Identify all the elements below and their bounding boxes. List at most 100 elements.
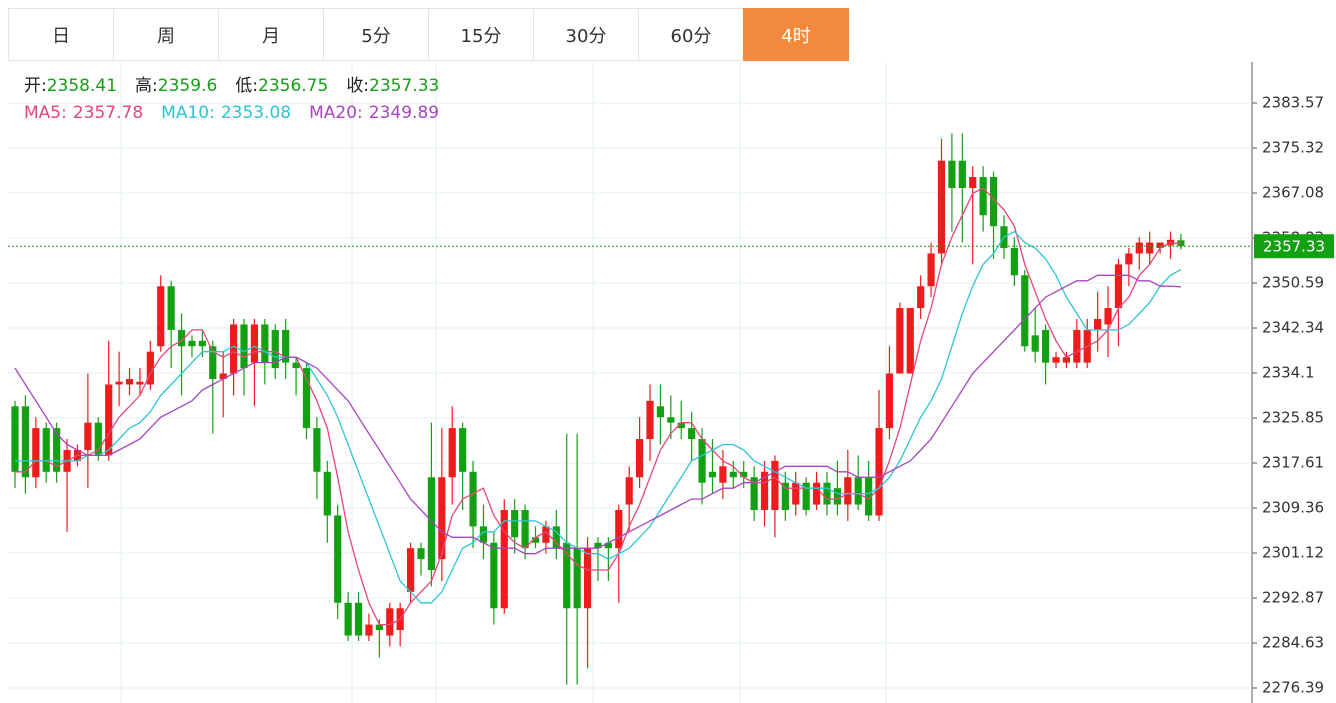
ohlc-value: 2358.41 — [47, 76, 117, 96]
candle — [1114, 258, 1123, 347]
price-tag — [1254, 234, 1334, 259]
y-tick-label: 2375.32 — [1262, 139, 1324, 157]
tab[interactable]: 月 — [218, 8, 324, 61]
candle-body — [386, 608, 394, 636]
tab[interactable]: 60分 — [638, 8, 744, 61]
candle-body — [1062, 357, 1071, 363]
candle-body — [531, 537, 540, 543]
tab[interactable]: 日 — [8, 8, 114, 61]
candle — [230, 318, 238, 396]
candle-body — [1114, 264, 1123, 309]
candle-body — [615, 510, 623, 549]
candle-body — [708, 471, 717, 478]
candle — [958, 133, 966, 243]
candle-body — [32, 428, 40, 478]
candle — [344, 591, 352, 641]
ma-header: MA5: 2357.78 MA10: 2353.08 MA20: 2349.89 — [24, 103, 439, 123]
candle-body — [833, 488, 841, 505]
candle-body — [105, 384, 113, 456]
candle-body — [1125, 253, 1133, 265]
candle-body — [1052, 357, 1060, 363]
candle-body — [865, 477, 873, 516]
candle-body — [84, 422, 92, 450]
candle-body — [417, 548, 425, 560]
candle — [125, 368, 134, 396]
candle — [740, 460, 748, 489]
tab[interactable]: 30分 — [533, 8, 639, 61]
candle-body — [854, 477, 862, 505]
candle — [865, 460, 873, 521]
candle — [438, 428, 446, 581]
candle-body — [688, 428, 696, 440]
candle-body — [636, 439, 644, 478]
candle — [1062, 351, 1071, 369]
candle-body — [667, 417, 675, 423]
candle — [177, 313, 186, 396]
candle — [365, 613, 373, 641]
candle — [1104, 286, 1112, 358]
candle-body — [1073, 329, 1081, 363]
candle — [833, 460, 841, 516]
tab[interactable]: 15分 — [428, 8, 534, 61]
candle — [594, 537, 602, 581]
candle — [313, 417, 321, 500]
candle-body — [542, 526, 550, 543]
candle — [209, 340, 217, 434]
candle — [188, 335, 196, 358]
candle-body — [656, 406, 665, 418]
candle — [1135, 237, 1143, 270]
candle — [1010, 237, 1018, 287]
candle — [1041, 324, 1050, 385]
candle — [917, 275, 925, 319]
candle-body — [21, 406, 30, 478]
candle-body — [115, 381, 123, 385]
candle-body — [677, 422, 685, 429]
ma-name: MA5: — [24, 103, 67, 123]
candle-body — [313, 428, 321, 472]
candle-body — [42, 428, 50, 472]
candle-body — [292, 362, 300, 369]
candle-body — [958, 160, 966, 188]
candle — [552, 510, 560, 560]
candle — [469, 460, 477, 549]
candle — [563, 433, 571, 685]
candle-body — [198, 340, 206, 347]
candle-body — [479, 526, 488, 543]
candle-body — [583, 548, 592, 609]
candle — [375, 619, 383, 658]
candle-body — [740, 471, 748, 478]
candle — [136, 368, 144, 396]
candle — [844, 449, 852, 521]
candle — [937, 138, 946, 265]
candle — [1052, 351, 1060, 369]
ohlc-value: 2357.33 — [369, 76, 439, 96]
candle — [292, 357, 300, 396]
candle-body — [1010, 248, 1018, 276]
candle-body — [594, 542, 602, 549]
y-tick-label: 2383.57 — [1262, 93, 1324, 111]
tab[interactable]: 4时 — [743, 8, 849, 61]
ma-name: MA10: — [161, 103, 215, 123]
candle — [396, 602, 404, 647]
candle — [636, 417, 644, 489]
tab[interactable]: 5分 — [323, 8, 429, 61]
candle — [812, 471, 821, 511]
candle — [427, 422, 435, 587]
y-tick-label: 2334.1 — [1262, 364, 1315, 382]
candle-body — [448, 428, 456, 478]
candle — [906, 308, 914, 374]
ma-value: 2357.78 — [73, 103, 143, 123]
candle — [11, 400, 19, 489]
candle-body — [136, 381, 144, 385]
candle — [875, 389, 883, 521]
tab[interactable]: 周 — [113, 8, 219, 61]
candle-body — [490, 542, 498, 609]
candle-body — [625, 477, 633, 505]
y-tick-label: 2292.87 — [1262, 589, 1324, 607]
candle — [823, 471, 831, 516]
candle-body — [937, 160, 946, 254]
y-tick-label: 2367.08 — [1262, 183, 1324, 201]
candle-body — [250, 324, 259, 363]
